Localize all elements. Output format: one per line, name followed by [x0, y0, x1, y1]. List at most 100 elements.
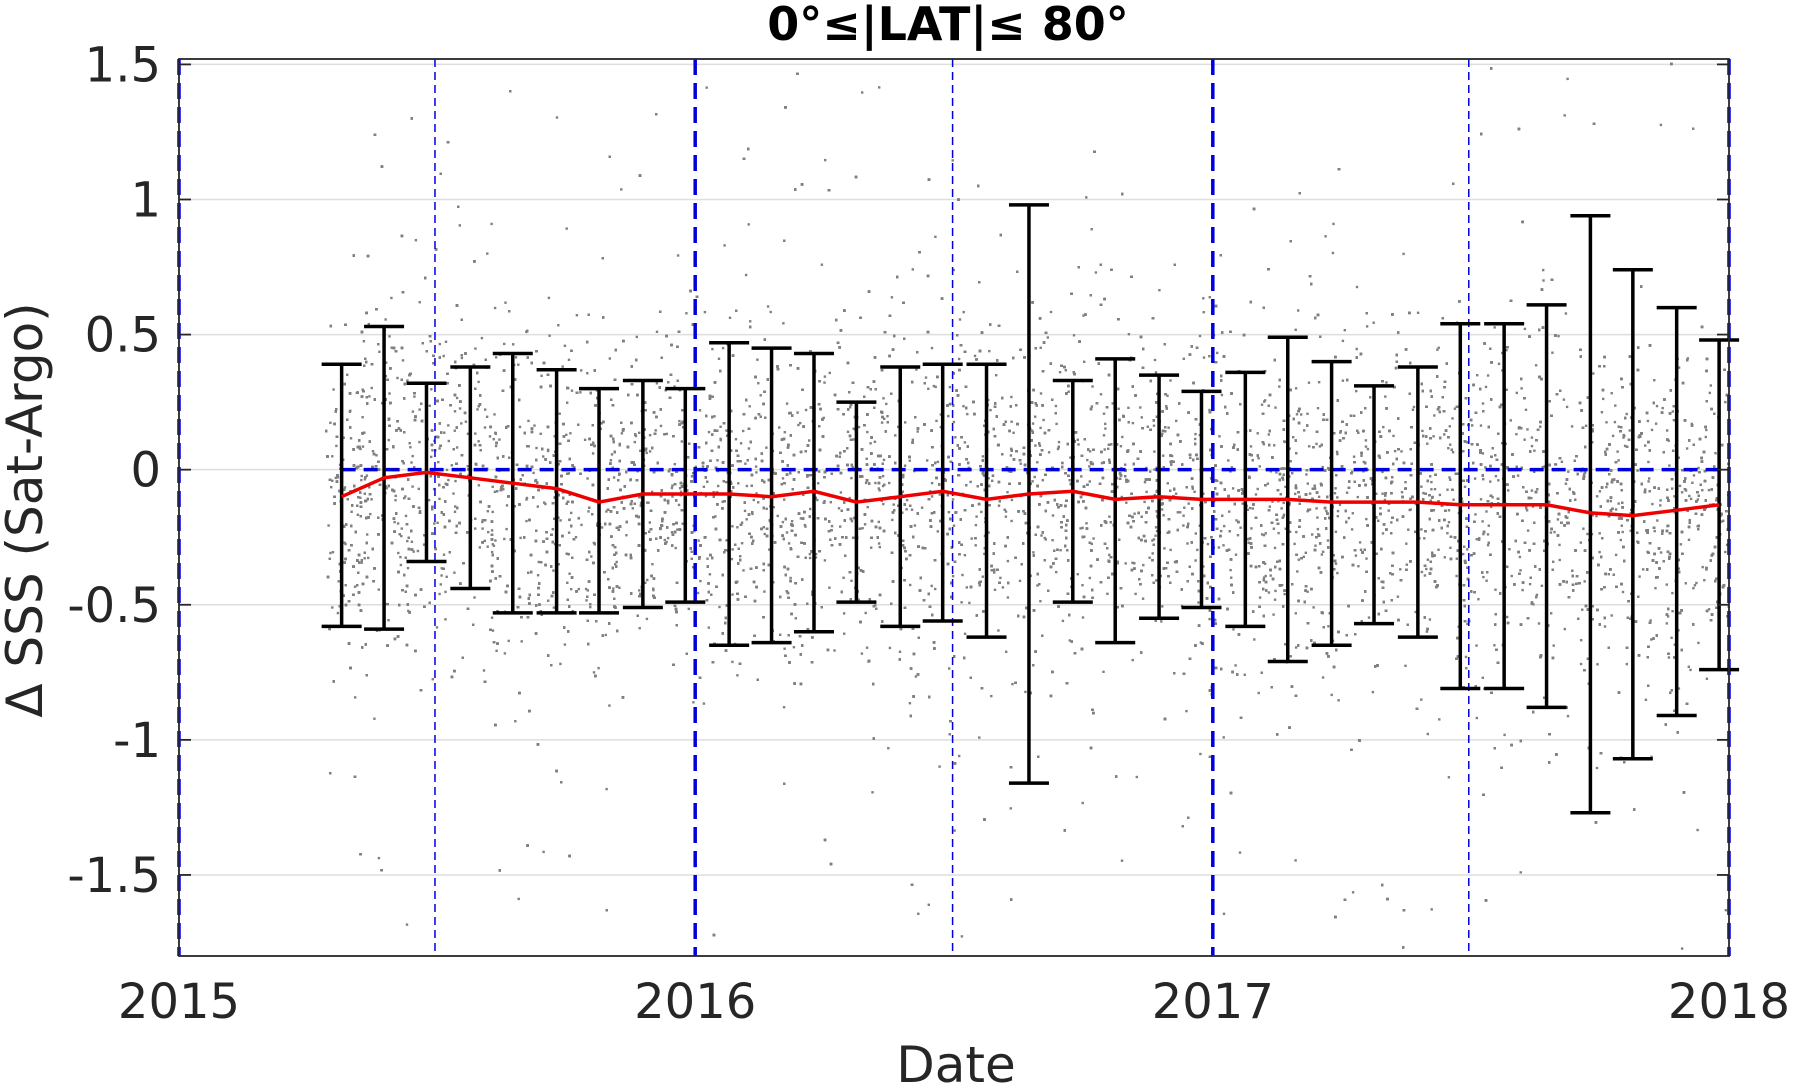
scatter-point	[1451, 417, 1453, 419]
scatter-point	[959, 318, 961, 320]
scatter-point	[1623, 435, 1625, 437]
scatter-point	[966, 413, 968, 415]
scatter-point	[1662, 407, 1664, 409]
scatter-point	[1039, 600, 1041, 602]
scatter-point	[847, 431, 849, 433]
scatter-point	[1526, 509, 1528, 511]
scatter-point	[616, 561, 618, 563]
scatter-point	[671, 487, 673, 489]
scatter-point	[474, 432, 476, 434]
scatter-point	[1659, 499, 1661, 501]
scatter-point	[547, 600, 549, 602]
scatter-point	[361, 559, 363, 561]
scatter-point	[964, 633, 966, 635]
scatter-point	[948, 511, 950, 513]
scatter-point	[1554, 463, 1556, 465]
scatter-point	[1317, 407, 1319, 409]
scatter-point	[850, 477, 852, 479]
scatter-point	[1353, 415, 1355, 417]
scatter-point	[777, 515, 779, 517]
scatter-point	[1322, 551, 1324, 553]
scatter-point	[1422, 492, 1424, 494]
scatter-point	[345, 584, 347, 586]
scatter-point	[1379, 507, 1381, 509]
scatter-point	[1194, 559, 1196, 561]
scatter-point	[722, 347, 724, 349]
scatter-point	[1342, 340, 1344, 342]
scatter-point	[646, 618, 648, 620]
scatter-point	[1693, 474, 1695, 476]
scatter-point	[1293, 543, 1295, 545]
scatter-point	[1273, 444, 1275, 446]
scatter-point	[719, 426, 721, 428]
scatter-point	[1424, 574, 1426, 576]
scatter-point	[729, 317, 731, 319]
scatter-point	[360, 479, 362, 481]
scatter-point	[1314, 545, 1316, 547]
scatter-point	[1318, 496, 1320, 498]
scatter-point	[1671, 592, 1673, 594]
scatter-point	[905, 508, 907, 510]
scatter-point	[332, 551, 334, 553]
scatter-point	[1322, 676, 1324, 678]
scatter-point	[1337, 515, 1339, 517]
scatter-point	[438, 498, 440, 500]
scatter-point	[1519, 569, 1521, 571]
scatter-point	[808, 439, 810, 441]
scatter-point	[783, 648, 785, 650]
scatter-point	[1085, 196, 1087, 198]
scatter-point	[713, 415, 715, 417]
scatter-point	[1194, 433, 1196, 435]
scatter-point	[980, 511, 982, 513]
scatter-point	[1476, 374, 1478, 376]
scatter-point	[1108, 516, 1110, 518]
scatter-point	[593, 671, 595, 673]
scatter-point	[406, 540, 408, 542]
scatter-point	[1392, 435, 1394, 437]
scatter-point	[1344, 329, 1346, 331]
scatter-point	[492, 629, 494, 631]
scatter-point	[1106, 593, 1108, 595]
scatter-point	[1388, 509, 1390, 511]
scatter-point	[1091, 228, 1093, 230]
scatter-point	[1161, 435, 1163, 437]
scatter-point	[1182, 515, 1184, 517]
scatter-point	[1318, 381, 1320, 383]
scatter-point	[1352, 512, 1354, 514]
scatter-point	[1132, 659, 1134, 661]
scatter-point	[459, 407, 461, 409]
scatter-point	[1283, 502, 1285, 504]
scatter-point	[1531, 445, 1533, 447]
scatter-point	[1530, 497, 1532, 499]
scatter-point	[1382, 532, 1384, 534]
scatter-point	[1360, 455, 1362, 457]
scatter-point	[1439, 494, 1441, 496]
scatter-point	[909, 584, 911, 586]
scatter-point	[1267, 483, 1269, 485]
scatter-point	[893, 503, 895, 505]
scatter-point	[917, 430, 919, 432]
scatter-point	[1561, 461, 1563, 463]
scatter-point	[1277, 532, 1279, 534]
scatter-point	[1368, 616, 1370, 618]
scatter-point	[1448, 521, 1450, 523]
scatter-point	[1601, 411, 1603, 413]
scatter-point	[731, 558, 733, 560]
scatter-point	[915, 675, 917, 677]
scatter-point	[456, 397, 458, 399]
scatter-point	[1688, 539, 1690, 541]
scatter-point	[397, 552, 399, 554]
scatter-point	[1155, 371, 1157, 373]
scatter-point	[491, 617, 493, 619]
scatter-point	[1596, 663, 1598, 665]
scatter-point	[1622, 531, 1624, 533]
scatter-point	[1125, 502, 1127, 504]
scatter-point	[1605, 486, 1607, 488]
scatter-point	[671, 531, 673, 533]
scatter-point	[411, 541, 413, 543]
scatter-point	[1274, 547, 1276, 549]
scatter-point	[749, 405, 751, 407]
scatter-point	[444, 591, 446, 593]
scatter-point	[931, 495, 933, 497]
scatter-point	[1268, 433, 1270, 435]
